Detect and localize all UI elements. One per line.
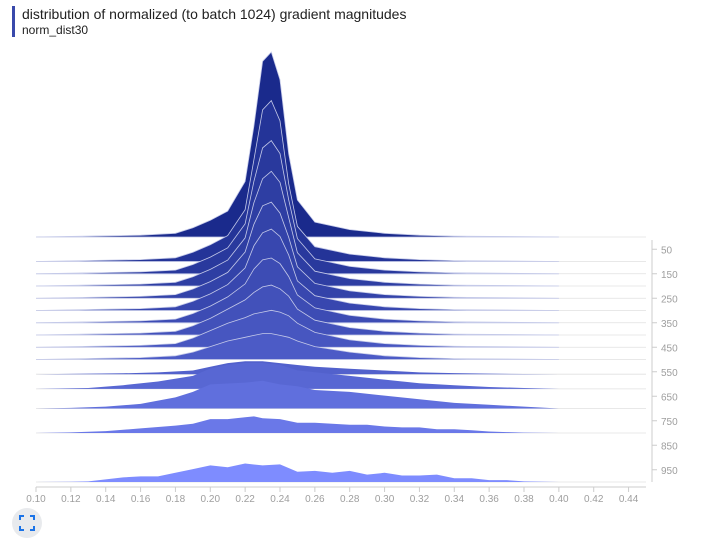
x-tick-label: 0.40 [549, 494, 569, 505]
histogram-ridge-step-0 [35, 51, 559, 238]
y-tick-label: 550 [661, 368, 678, 379]
y-tick-label: 450 [661, 343, 678, 354]
histogram-ridge-step-500 [35, 333, 559, 360]
x-tick-label: 0.38 [514, 494, 534, 505]
x-tick-label: 0.14 [96, 494, 116, 505]
histogram-ridge-step-620 [36, 363, 559, 389]
x-tick-label: 0.18 [166, 494, 186, 505]
histogram-ridge-step-400 [35, 284, 559, 336]
histogram-ridge-step-200 [35, 170, 559, 287]
x-tick-label: 0.22 [235, 494, 255, 505]
x-tick-label: 0.42 [584, 494, 604, 505]
x-tick-label: 0.28 [340, 494, 360, 505]
chart-header: distribution of normalized (to batch 102… [12, 6, 406, 37]
histogram-ridge-step-100 [35, 99, 559, 262]
histogram-ridge-step-250 [35, 201, 559, 299]
chart-title: distribution of normalized (to batch 102… [22, 6, 407, 22]
histogram-ridge-step-1000 [36, 463, 559, 482]
fullscreen-icon [19, 515, 35, 531]
x-tick-label: 0.36 [479, 494, 499, 505]
y-tick-label: 850 [661, 441, 678, 452]
x-tick-label: 0.34 [445, 494, 465, 505]
histogram-ridge-step-560 [36, 361, 559, 375]
histogram-ridge-step-450 [35, 309, 559, 348]
x-tick-label: 0.30 [375, 494, 395, 505]
x-tick-label: 0.32 [410, 494, 430, 505]
y-tick-label: 950 [661, 466, 678, 477]
x-tick-label: 0.10 [26, 494, 46, 505]
x-tick-label: 0.26 [305, 494, 325, 505]
x-tick-label: 0.20 [201, 494, 221, 505]
histogram-ridge-step-150 [35, 140, 559, 275]
x-tick-label: 0.16 [131, 494, 151, 505]
y-tick-label: 350 [661, 319, 678, 330]
y-tick-label: 250 [661, 294, 678, 305]
histogram-ridge-step-800 [36, 416, 559, 433]
x-tick-label: 0.12 [61, 494, 81, 505]
x-tick-label: 0.44 [619, 494, 639, 505]
histogram-ridge-step-700 [36, 380, 559, 409]
y-tick-label: 750 [661, 417, 678, 428]
x-tick-label: 0.24 [270, 494, 290, 505]
expand-button[interactable] [12, 508, 42, 538]
y-tick-label: 650 [661, 392, 678, 403]
y-tick-label: 150 [661, 270, 678, 281]
y-tick-label: 50 [661, 245, 673, 256]
chart-tag: norm_dist30 [22, 23, 89, 37]
